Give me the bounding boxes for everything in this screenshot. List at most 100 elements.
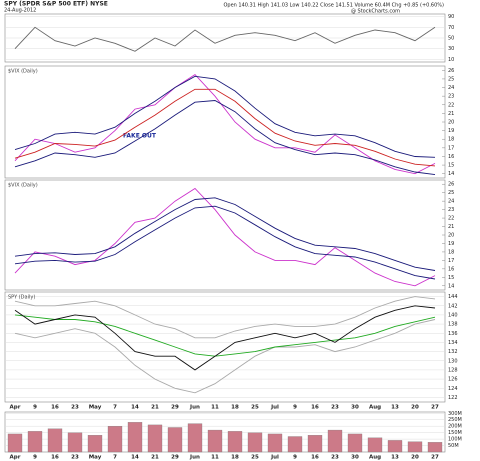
y-tick-label: 21 (448, 111, 454, 117)
bar (407, 441, 423, 453)
x-tick-label: 27 (431, 455, 439, 461)
y-tick-label: 50M (448, 443, 459, 449)
series-line (14, 319, 436, 394)
x-tick-label: Aug (369, 455, 381, 461)
x-tick-label: 14 (131, 455, 139, 461)
x-tick-label: Jun (189, 455, 200, 461)
x-tick-label: 23 (71, 405, 79, 411)
y-tick-label: 142 (448, 303, 458, 309)
x-tick-label: 27 (431, 405, 439, 411)
bar (47, 428, 63, 453)
panel-frame (4, 411, 446, 453)
y-tick-label: 25 (448, 190, 454, 196)
x-tick-label: 16 (51, 405, 59, 411)
bar (107, 426, 123, 453)
y-tick-label: 16 (448, 266, 454, 272)
x-tick-label: 30 (351, 405, 359, 411)
series-line (14, 100, 436, 176)
series-line (14, 187, 436, 287)
y-tick-label: 18 (448, 249, 454, 255)
x-tick-label: 23 (71, 455, 79, 461)
series-line (14, 88, 436, 167)
y-tick-label: 126 (448, 377, 458, 383)
series-line (14, 296, 436, 339)
y-tick-label: 130 (448, 358, 458, 364)
x-tick-label: 25 (251, 405, 259, 411)
y-tick-label: 23 (448, 207, 454, 213)
y-tick-label: 26 (448, 182, 454, 188)
x-tick-label: 25 (251, 455, 259, 461)
x-tick-label: 20 (411, 405, 419, 411)
y-tick-label: 50 (448, 36, 454, 42)
series-line (14, 74, 436, 175)
y-tick-label: 26 (448, 68, 454, 74)
bar (167, 427, 183, 453)
y-tick-label: 19 (448, 128, 454, 134)
x-tick-label: 16 (311, 455, 319, 461)
bar (287, 436, 303, 453)
bar (87, 435, 103, 453)
bar (327, 429, 343, 453)
x-tick-label: 14 (131, 405, 139, 411)
y-tick-label: 138 (448, 322, 458, 328)
y-tick-label: 22 (448, 216, 454, 222)
y-tick-label: 25 (448, 76, 454, 82)
bar (7, 433, 23, 453)
y-tick-label: 16 (448, 154, 454, 160)
y-tick-label: 70 (448, 25, 454, 31)
x-tick-label: 7 (113, 405, 117, 411)
y-tick-label: 122 (448, 395, 458, 401)
x-tick-label: 13 (391, 455, 399, 461)
bar (267, 433, 283, 453)
bar (307, 435, 323, 453)
bar (247, 432, 263, 453)
date: 24-Aug-2012 (4, 8, 36, 14)
y-tick-label: 134 (448, 340, 458, 346)
y-tick-label: 10 (448, 57, 454, 63)
x-tick-label: 23 (331, 455, 339, 461)
x-tick-label: Jul (270, 405, 279, 411)
x-tick-label: 9 (293, 405, 297, 411)
x-tick-label: 29 (171, 455, 179, 461)
x-tick-label: Apr (10, 405, 21, 411)
y-tick-label: 100M (448, 437, 462, 443)
x-tick-label: May (89, 455, 102, 461)
y-tick-label: 20 (448, 120, 454, 126)
bar (127, 422, 143, 453)
y-tick-label: 24 (448, 199, 454, 205)
y-tick-label: 90 (448, 14, 454, 20)
bar (187, 423, 203, 453)
y-tick-label: 17 (448, 145, 454, 151)
series-line (14, 197, 436, 271)
series-line (14, 26, 436, 52)
y-tick-label: 24 (448, 85, 454, 91)
x-tick-label: 7 (113, 455, 117, 461)
panel-title: $VIX (Daily) (8, 183, 38, 189)
x-tick-label: 18 (231, 405, 239, 411)
x-tick-label: 13 (391, 405, 399, 411)
y-tick-label: 128 (448, 367, 458, 373)
y-tick-label: 18 (448, 137, 454, 143)
y-tick-label: 136 (448, 331, 458, 337)
y-tick-label: 140 (448, 312, 458, 318)
bar (147, 424, 163, 453)
x-tick-label: 21 (151, 405, 159, 411)
y-tick-label: 300M (448, 411, 462, 417)
x-tick-label: Jun (189, 405, 200, 411)
x-tick-label: May (89, 405, 102, 411)
y-tick-label: 250M (448, 417, 462, 423)
panel-title: $VIX (Daily) (8, 69, 38, 75)
series-line (14, 305, 436, 371)
x-tick-label: 9 (33, 405, 37, 411)
y-tick-label: 21 (448, 224, 454, 230)
x-tick-label: 21 (151, 455, 159, 461)
y-tick-label: 14 (448, 283, 454, 289)
x-tick-label: 9 (293, 455, 297, 461)
x-tick-label: Apr (10, 455, 21, 461)
bar (67, 432, 83, 453)
bar (367, 437, 383, 453)
x-tick-label: 16 (311, 405, 319, 411)
bar (387, 440, 403, 453)
